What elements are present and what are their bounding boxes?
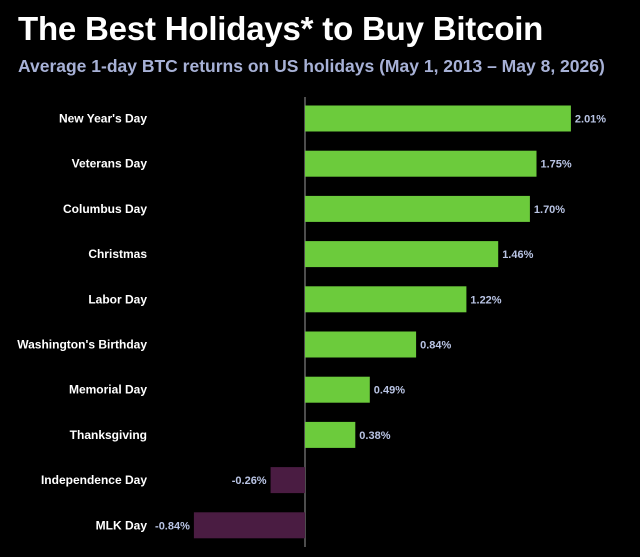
bar [305,105,571,132]
bar [193,512,305,539]
value-label: 2.01% [575,114,606,126]
category-label: New Year's Day [59,112,147,126]
chart-title: The Best Holidays* to Buy Bitcoin [18,10,544,47]
value-label: 0.38% [359,430,390,442]
value-label: 0.49% [374,385,405,397]
bar [305,150,537,177]
value-label: -0.84% [155,520,190,532]
value-label: 1.75% [541,159,572,171]
category-label: Thanksgiving [70,428,147,442]
category-label: Columbus Day [63,202,147,216]
value-label: 1.70% [534,204,565,216]
chart-subtitle: Average 1-day BTC returns on US holidays… [18,56,605,76]
value-label: 1.46% [502,249,533,261]
value-label: 0.84% [420,340,451,352]
category-label: MLK Day [96,518,148,532]
value-label: -0.26% [232,475,267,487]
bar [305,195,530,222]
category-label: Independence Day [41,473,147,487]
bar [305,421,356,448]
bar [305,331,417,358]
category-label: Christmas [88,247,147,261]
bar [305,286,467,313]
category-label: Washington's Birthday [17,338,147,352]
bar [305,241,499,268]
bar [305,376,370,403]
value-label: 1.22% [470,294,501,306]
bar [270,467,305,494]
category-label: Labor Day [88,292,147,306]
category-label: Veterans Day [72,157,148,171]
category-label: Memorial Day [69,383,147,397]
